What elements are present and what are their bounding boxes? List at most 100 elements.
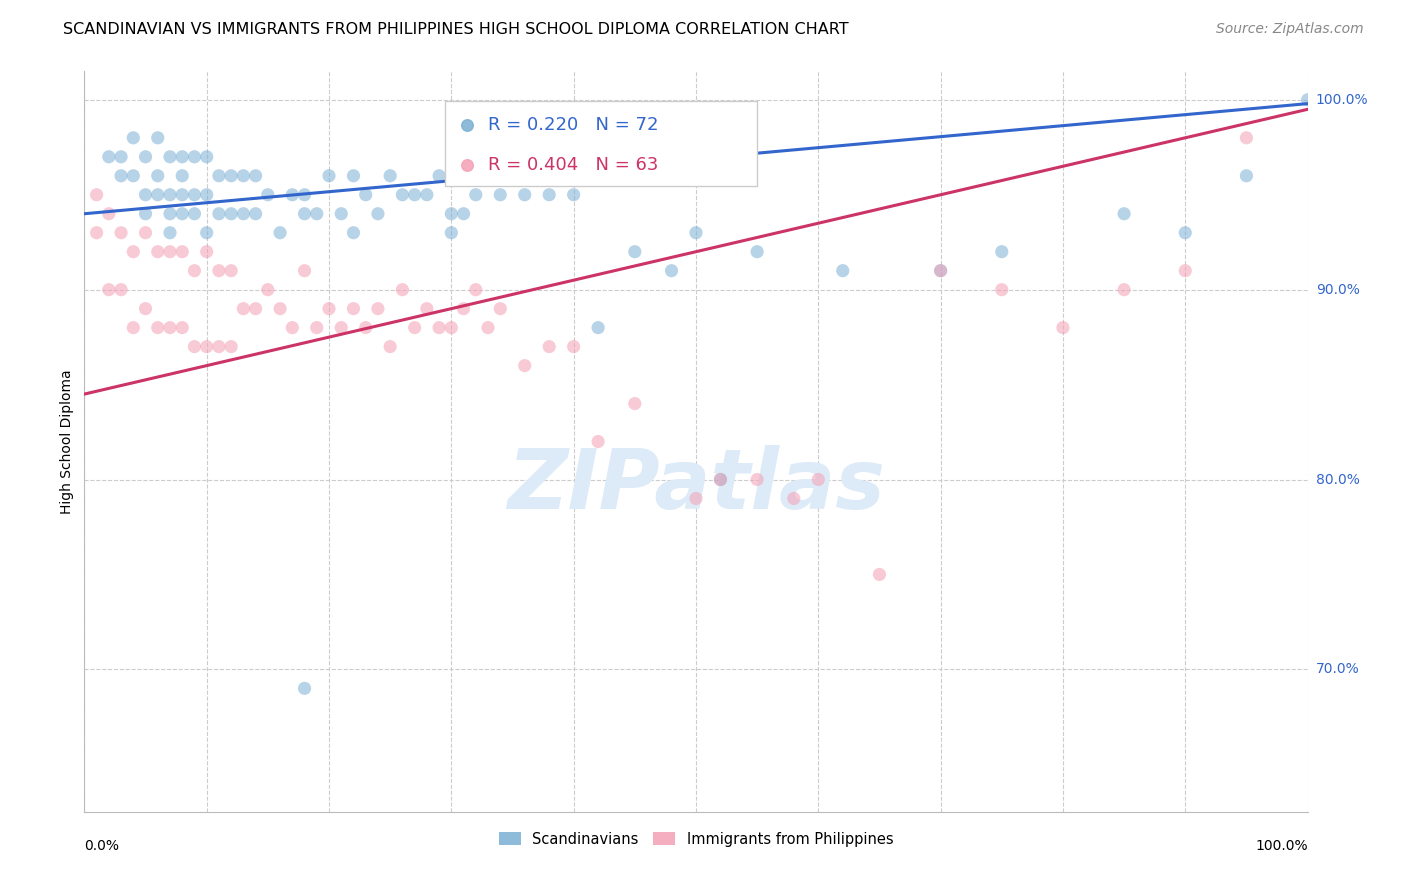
Legend: Scandinavians, Immigrants from Philippines: Scandinavians, Immigrants from Philippin… — [494, 826, 898, 853]
Point — [122, 169, 145, 183]
Point — [453, 301, 475, 316]
Point — [305, 320, 328, 334]
Point — [318, 301, 340, 316]
Point — [354, 187, 377, 202]
Point — [97, 283, 120, 297]
Point — [183, 263, 205, 277]
Point — [122, 130, 145, 145]
Point — [380, 340, 402, 354]
Point — [354, 320, 377, 334]
Point — [464, 283, 486, 297]
Point — [538, 187, 561, 202]
Point — [562, 340, 585, 354]
Text: Source: ZipAtlas.com: Source: ZipAtlas.com — [1216, 22, 1364, 37]
Point — [219, 169, 242, 183]
Point — [208, 207, 231, 221]
Point — [232, 301, 254, 316]
Point — [122, 320, 145, 334]
Point — [1236, 130, 1258, 145]
Text: SCANDINAVIAN VS IMMIGRANTS FROM PHILIPPINES HIGH SCHOOL DIPLOMA CORRELATION CHAR: SCANDINAVIAN VS IMMIGRANTS FROM PHILIPPI… — [63, 22, 849, 37]
Point — [195, 150, 218, 164]
Point — [183, 207, 205, 221]
Point — [342, 226, 364, 240]
Point — [159, 320, 181, 334]
Point — [1052, 320, 1074, 334]
Point — [294, 681, 316, 696]
Point — [456, 230, 478, 244]
Point — [586, 434, 609, 449]
Point — [195, 340, 218, 354]
Point — [747, 244, 769, 259]
Point — [367, 301, 389, 316]
Point — [391, 283, 413, 297]
Point — [869, 567, 891, 582]
Point — [404, 320, 426, 334]
Point — [342, 169, 364, 183]
Point — [464, 187, 486, 202]
Point — [440, 207, 463, 221]
Point — [195, 244, 218, 259]
Point — [208, 169, 231, 183]
Point — [1296, 93, 1319, 107]
Point — [342, 301, 364, 316]
Point — [159, 244, 181, 259]
Text: 100.0%: 100.0% — [1316, 93, 1368, 107]
Point — [1174, 263, 1197, 277]
Point — [1174, 226, 1197, 240]
Point — [709, 473, 731, 487]
Point — [195, 187, 218, 202]
Point — [110, 283, 132, 297]
Text: 80.0%: 80.0% — [1316, 473, 1360, 486]
Text: 100.0%: 100.0% — [1256, 839, 1308, 854]
Point — [709, 473, 731, 487]
Point — [294, 187, 316, 202]
Point — [172, 150, 194, 164]
Point — [172, 244, 194, 259]
Point — [783, 491, 806, 506]
Point — [135, 226, 157, 240]
Point — [135, 187, 157, 202]
Point — [159, 226, 181, 240]
Point — [245, 301, 267, 316]
Point — [135, 301, 157, 316]
Point — [427, 169, 450, 183]
Point — [427, 320, 450, 334]
Point — [281, 320, 304, 334]
Point — [456, 333, 478, 347]
Point — [318, 169, 340, 183]
Point — [513, 187, 536, 202]
Text: 90.0%: 90.0% — [1316, 283, 1360, 297]
Point — [135, 207, 157, 221]
Y-axis label: High School Diploma: High School Diploma — [60, 369, 75, 514]
Point — [269, 301, 291, 316]
Point — [305, 207, 328, 221]
Point — [159, 207, 181, 221]
Point — [110, 169, 132, 183]
FancyBboxPatch shape — [446, 101, 758, 186]
Point — [122, 244, 145, 259]
Point — [208, 263, 231, 277]
Point — [929, 263, 952, 277]
Point — [453, 207, 475, 221]
Point — [219, 263, 242, 277]
Point — [159, 187, 181, 202]
Point — [929, 263, 952, 277]
Point — [294, 263, 316, 277]
Point — [807, 473, 830, 487]
Point — [586, 320, 609, 334]
Text: 0.0%: 0.0% — [84, 839, 120, 854]
Point — [440, 226, 463, 240]
Point — [146, 320, 169, 334]
Point — [159, 150, 181, 164]
Point — [97, 207, 120, 221]
Point — [1114, 207, 1136, 221]
Point — [183, 150, 205, 164]
Point — [208, 340, 231, 354]
Point — [172, 320, 194, 334]
Point — [367, 207, 389, 221]
Point — [257, 187, 280, 202]
Point — [232, 169, 254, 183]
Point — [195, 226, 218, 240]
Point — [183, 340, 205, 354]
Point — [86, 187, 108, 202]
